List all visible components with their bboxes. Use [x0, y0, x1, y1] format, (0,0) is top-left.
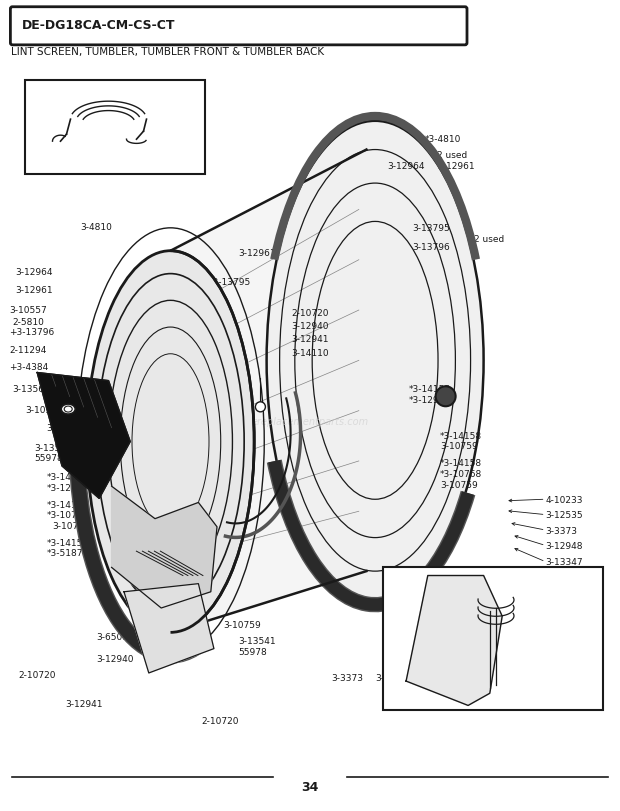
- Text: 3-10759: 3-10759: [53, 521, 91, 530]
- Text: 3-13347: 3-13347: [546, 557, 583, 567]
- Text: *3-12907: *3-12907: [46, 483, 89, 492]
- Text: 3-12940: 3-12940: [96, 654, 133, 663]
- Text: DE-DG18CA-CM-CS-CT: DE-DG18CA-CM-CS-CT: [22, 19, 175, 32]
- Polygon shape: [170, 150, 366, 633]
- Text: 3-12964: 3-12964: [388, 161, 425, 171]
- Text: 2 used: 2 used: [437, 151, 467, 161]
- Text: 3-12961: 3-12961: [437, 161, 475, 171]
- Polygon shape: [406, 576, 502, 706]
- Text: 3-10632: 3-10632: [186, 291, 224, 301]
- Ellipse shape: [267, 122, 484, 600]
- Text: 3-10759: 3-10759: [223, 620, 261, 629]
- Text: 55978: 55978: [34, 453, 63, 463]
- Text: 3-4648: 3-4648: [375, 672, 407, 682]
- Text: 3-10759: 3-10759: [440, 480, 478, 490]
- Text: 55978: 55978: [239, 646, 267, 656]
- Text: 3-10759: 3-10759: [440, 441, 478, 451]
- Ellipse shape: [61, 405, 75, 414]
- Text: 3-13541: 3-13541: [186, 371, 224, 381]
- Text: 3-12964: 3-12964: [16, 267, 53, 277]
- Polygon shape: [124, 584, 214, 673]
- Text: *3-10768: *3-10768: [46, 510, 89, 520]
- Text: 2-11294: 2-11294: [521, 638, 558, 648]
- Text: *3-10768: *3-10768: [167, 597, 210, 607]
- Ellipse shape: [64, 406, 72, 413]
- Text: 2-10720: 2-10720: [202, 715, 239, 725]
- Text: 3-12959: 3-12959: [180, 571, 218, 581]
- Text: 3-3373: 3-3373: [332, 672, 364, 682]
- FancyBboxPatch shape: [11, 8, 467, 45]
- Text: *3-14158: *3-14158: [440, 431, 482, 440]
- Text: *3-14155: *3-14155: [409, 384, 451, 394]
- Text: *3-4810: *3-4810: [425, 135, 461, 144]
- Text: 3-12941: 3-12941: [291, 334, 329, 344]
- Polygon shape: [37, 373, 130, 499]
- Text: *3-14158: *3-14158: [167, 586, 210, 596]
- Text: 2-10720: 2-10720: [19, 670, 56, 680]
- Text: 3-12535: 3-12535: [546, 510, 583, 520]
- Text: *3-12907: *3-12907: [409, 395, 451, 405]
- Circle shape: [255, 402, 265, 412]
- Text: 3-13541: 3-13541: [239, 636, 277, 646]
- Text: 3-4810: 3-4810: [81, 222, 112, 232]
- Text: +3-13796: +3-13796: [9, 328, 55, 337]
- Bar: [25, 81, 205, 174]
- Text: *3-14153: *3-14153: [46, 538, 89, 547]
- Text: 55978: 55978: [186, 383, 215, 393]
- Polygon shape: [112, 487, 217, 608]
- Text: 34: 34: [301, 780, 319, 793]
- Text: 3-12538: 3-12538: [546, 609, 583, 619]
- Text: 3-13561: 3-13561: [12, 384, 50, 394]
- Text: 3-10557: 3-10557: [9, 306, 47, 315]
- Text: *3-14154: *3-14154: [46, 472, 89, 482]
- Text: 3-13795: 3-13795: [412, 224, 450, 234]
- Text: 3-3815: 3-3815: [46, 423, 79, 433]
- Text: 3-12940: 3-12940: [291, 321, 329, 331]
- Text: 3-12948: 3-12948: [546, 541, 583, 551]
- Text: 3-13796: 3-13796: [412, 242, 450, 252]
- Text: ereplacementparts.com: ereplacementparts.com: [252, 417, 368, 427]
- Text: LINT SCREEN, TUMBLER, TUMBLER FRONT & TUMBLER BACK: LINT SCREEN, TUMBLER, TUMBLER FRONT & TU…: [11, 47, 324, 57]
- Text: 2-5810: 2-5810: [12, 317, 44, 327]
- Text: 3-12961: 3-12961: [16, 285, 53, 295]
- Text: +3-13795: +3-13795: [205, 277, 250, 287]
- Text: 3-12961: 3-12961: [239, 248, 277, 258]
- Text: *3-10768: *3-10768: [440, 469, 482, 478]
- Text: +3-4384: +3-4384: [9, 363, 48, 372]
- Text: 4-10233: 4-10233: [546, 495, 583, 504]
- Text: 3-14110: 3-14110: [291, 348, 329, 358]
- Text: 3-10376: 3-10376: [25, 405, 63, 414]
- Text: 3-6508: 3-6508: [96, 632, 128, 642]
- Text: 3-12941: 3-12941: [65, 699, 102, 709]
- Text: *3-14158: *3-14158: [46, 500, 89, 509]
- Text: 3-13541: 3-13541: [34, 443, 72, 453]
- Ellipse shape: [87, 251, 254, 633]
- Text: *3-14158: *3-14158: [440, 458, 482, 468]
- Text: 2 used: 2 used: [474, 234, 505, 244]
- Text: 2-10720: 2-10720: [291, 308, 329, 318]
- Text: 2-11294: 2-11294: [9, 345, 46, 355]
- Text: 3-3373: 3-3373: [546, 526, 578, 535]
- Circle shape: [436, 387, 456, 407]
- Text: *3-5187: *3-5187: [46, 548, 83, 558]
- Bar: [383, 568, 603, 710]
